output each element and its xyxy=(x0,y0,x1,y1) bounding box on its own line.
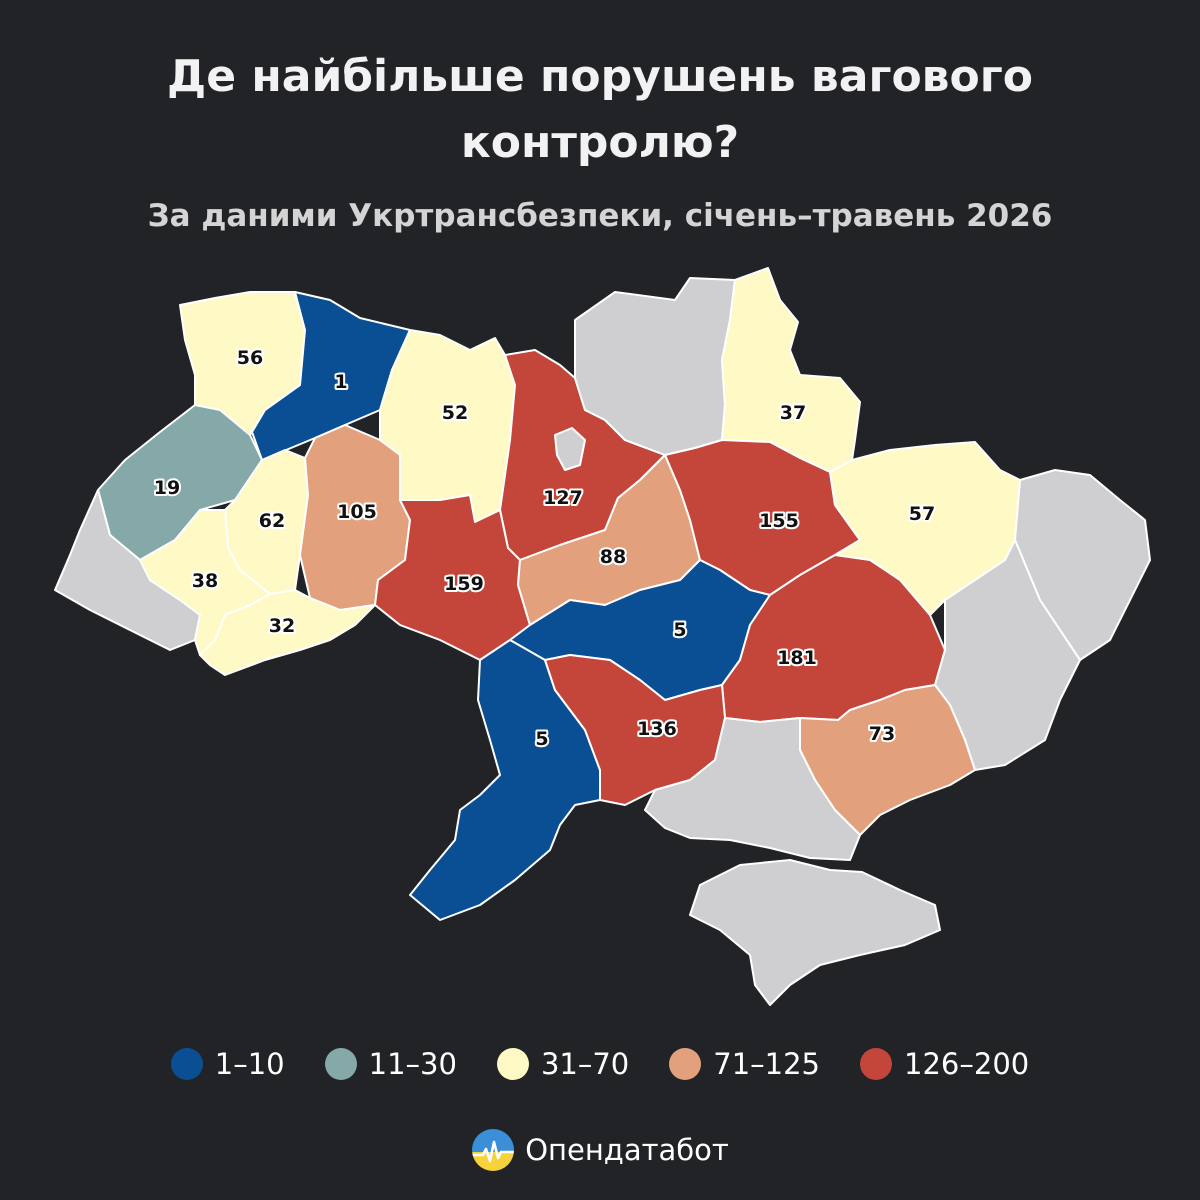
legend-swatch-4 xyxy=(669,1048,702,1080)
value-label-ivano-frankivsk: 38 xyxy=(192,570,218,592)
legend-swatch-2 xyxy=(324,1048,357,1080)
title-line-2: контролю? xyxy=(460,117,740,168)
legend-item-4: 71–125 xyxy=(669,1047,820,1081)
opendatabot-logo-icon xyxy=(472,1129,515,1171)
legend-item-1: 1–10 xyxy=(170,1047,285,1081)
page-subtitle: За даними Укртрансбезпеки, січень–травен… xyxy=(147,198,1053,234)
region-kherson[interactable] xyxy=(644,717,861,861)
value-label-ternopil: 62 xyxy=(259,510,285,532)
legend-swatch-1 xyxy=(170,1048,203,1080)
legend-item-3: 31–70 xyxy=(496,1047,630,1081)
value-label-mykolaiv: 136 xyxy=(637,718,677,740)
value-label-zaporizhzhia: 73 xyxy=(869,723,895,745)
value-label-kirovohrad: 5 xyxy=(673,619,686,641)
region-sumy[interactable] xyxy=(721,267,861,473)
value-label-cherkasy: 88 xyxy=(600,546,626,568)
value-label-chernivtsi: 32 xyxy=(269,615,295,637)
legend-label-3: 31–70 xyxy=(540,1047,630,1081)
value-label-odesa: 5 xyxy=(535,728,548,750)
value-label-rivne: 1 xyxy=(334,371,347,393)
value-label-lviv: 19 xyxy=(154,477,180,499)
legend-swatch-3 xyxy=(496,1048,529,1080)
value-label-volyn: 56 xyxy=(237,347,263,369)
legend-item-2: 11–30 xyxy=(324,1047,457,1081)
value-label-kyiv: 127 xyxy=(543,487,583,509)
legend-label-1: 1–10 xyxy=(214,1047,285,1081)
legend-label-2: 11–30 xyxy=(368,1047,457,1081)
value-label-dnipropetrovsk: 181 xyxy=(777,647,817,669)
title-line-1: Де найбільше порушень вагового xyxy=(167,51,1033,102)
region-kyiv-city[interactable] xyxy=(554,427,586,471)
legend-item-5: 126–200 xyxy=(860,1047,1029,1081)
logo-text: Опендатабот xyxy=(525,1133,729,1167)
legend-label-5: 126–200 xyxy=(904,1047,1030,1081)
region-chernivtsi[interactable] xyxy=(199,589,376,676)
legend: 1–10 11–30 31–70 71–125 126–200 xyxy=(0,1047,1200,1081)
value-label-kharkiv: 57 xyxy=(909,503,935,525)
value-label-khmelnytskyi: 105 xyxy=(337,501,377,523)
legend-swatch-5 xyxy=(860,1048,893,1080)
region-crimea[interactable] xyxy=(689,859,941,1006)
value-label-zhytomyr: 52 xyxy=(442,402,468,424)
legend-label-4: 71–125 xyxy=(713,1047,821,1081)
page-title: Де найбільше порушень вагового контролю? xyxy=(0,44,1200,176)
value-label-poltava: 155 xyxy=(759,510,799,532)
value-label-sumy: 37 xyxy=(780,402,806,424)
opendatabot-logo[interactable]: Опендатабот xyxy=(0,1128,1200,1172)
value-label-vinnytsia: 159 xyxy=(444,573,484,595)
